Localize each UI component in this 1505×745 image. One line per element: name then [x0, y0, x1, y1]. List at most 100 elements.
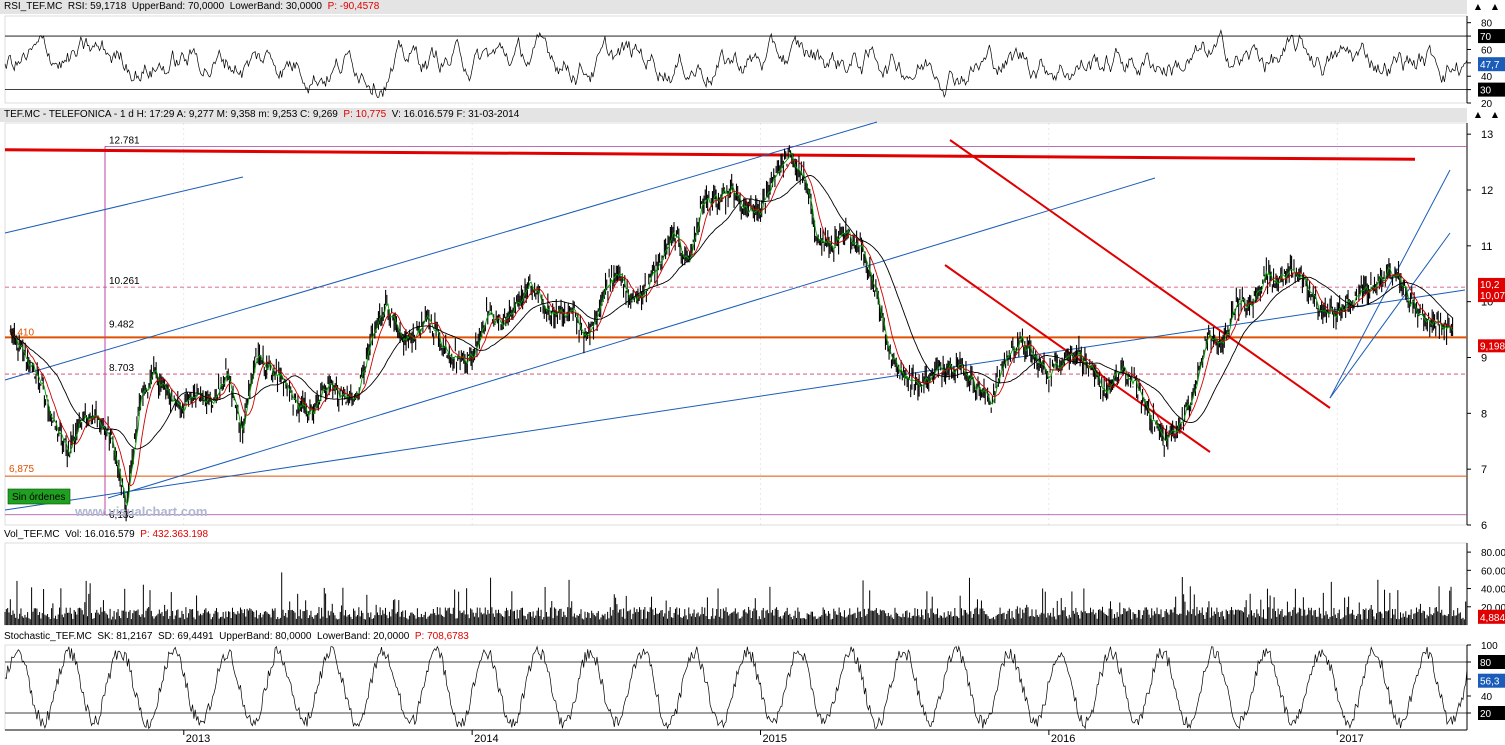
blue-trendline-4 [4, 289, 1466, 511]
stochastic-ytick-40: 40 [1481, 692, 1493, 703]
ma-short-line [10, 152, 1454, 507]
price-ytick-13: 13 [1481, 129, 1493, 141]
volume-frame [4, 542, 1468, 626]
blue-trendline-6 [1329, 232, 1451, 399]
volume-badge [1478, 609, 1505, 624]
stochastic-lower: LowerBand: 20,0000 [317, 631, 410, 642]
sin-ordenes-tag-bg [7, 488, 71, 505]
price-bars [10, 145, 1454, 522]
blue-trendline-1 [4, 176, 244, 234]
volume-ticker: Vol_TEF.MC [4, 529, 60, 540]
stochastic-upper: UpperBand: 80,0000 [219, 631, 312, 642]
stochastic-ticker: Stochastic_TEF.MC [4, 631, 92, 642]
rsi-ytick-20: 20 [1481, 99, 1493, 110]
rsi-badge-label-1: 47,7 [1480, 60, 1500, 71]
level-label-6183: 6,183 [109, 510, 134, 521]
level-label-8703: 8.703 [109, 363, 134, 374]
blue-trendline-3 [107, 177, 1156, 499]
price-badge-label-1: 10,07 [1480, 291, 1505, 302]
chevron-up-icon[interactable]: ▲ [1474, 110, 1482, 119]
volume-ytick-2: 60.00 [1481, 566, 1505, 577]
volume-ytick-0: 20.00 [1481, 603, 1505, 614]
price-header-bar: TEF.MC - TELEFONICA - 1 d H: 17:29 A: 9,… [0, 108, 1467, 122]
price-ytick-11: 11 [1481, 241, 1492, 253]
volume-ytick-1: 40.00 [1481, 585, 1505, 596]
rsi-badge-2 [1478, 82, 1505, 97]
scroll-up-icon-2[interactable]: ▲ [1491, 2, 1499, 11]
rsi-value: RSI: 59,1718 [67, 1, 127, 12]
stochastic-frame [4, 644, 1468, 731]
level-label-9482: 9.482 [109, 320, 134, 331]
price-badge-1 [1478, 289, 1505, 303]
rsi-badge-1 [1478, 57, 1505, 72]
price-ytick-8: 8 [1481, 408, 1487, 420]
ma-long-line [10, 175, 1453, 450]
rsi-badge-label-0: 70 [1480, 32, 1492, 43]
price-header-main: TEF.MC - TELEFONICA - 1 d H: 17:29 A: 9,… [4, 109, 338, 120]
x-tick-2017: 2017 [1339, 733, 1363, 745]
price-badge-0 [1478, 277, 1505, 291]
blue-trendline-5 [1329, 169, 1451, 399]
red-downtrend-upper [949, 139, 1331, 409]
price-ytick-12: 12 [1481, 185, 1493, 197]
level-label-12781: 12.781 [109, 135, 140, 146]
price-p: P: 10,775 [343, 109, 387, 120]
x-tick-2013: 2013 [186, 733, 210, 745]
rsi-upper: UpperBand: 70,0000 [131, 1, 225, 12]
stochastic-ytick-100: 100 [1481, 641, 1498, 652]
ma-mid-line [10, 159, 1453, 487]
level-label-6875: 6,875 [9, 464, 34, 475]
rsi-ytick-40: 40 [1481, 72, 1493, 83]
price-badge-label-0: 10,2 [1480, 280, 1500, 291]
stochastic-sd: SD: 69,4491 [157, 631, 214, 642]
volume-bars [4, 572, 1468, 625]
chevron-up-icon-2[interactable]: ▲ [1491, 110, 1499, 119]
volume-p: P: 432.363.198 [140, 529, 209, 540]
rsi-badge-label-2: 30 [1480, 86, 1492, 97]
scroll-up-icon[interactable]: ▲ [1474, 2, 1482, 11]
stochastic-line [4, 645, 1468, 730]
stochastic-header-bar: Stochastic_TEF.MC SK: 81,2167 SD: 69,449… [0, 630, 1467, 644]
rsi-p: P: -90,4578 [327, 1, 380, 12]
blue-trendline-2 [4, 121, 878, 381]
price-badge-label-2: 9,198 [1480, 341, 1505, 352]
stochastic-sk: SK: 81,2167 [97, 631, 153, 642]
price-header-tail: V: 16.016.579 F: 31-03-2014 [391, 109, 520, 120]
rsi-header-bar: RSI_TEF.MC RSI: 59,1718 UpperBand: 70,00… [0, 0, 1467, 14]
stochastic-badge-2 [1478, 706, 1505, 720]
stochastic-badge-1 [1478, 673, 1505, 688]
volume-value: Vol: 16.016.579 [65, 529, 135, 540]
stochastic-badge-label-1: 56,3 [1480, 677, 1500, 688]
rsi-badge-0 [1478, 29, 1505, 44]
price-ytick-6: 6 [1481, 520, 1487, 532]
stochastic-badge-label-2: 20 [1480, 709, 1492, 720]
watermark: www.visualchart.com [74, 504, 207, 519]
price-ytick-7: 7 [1481, 464, 1487, 476]
stochastic-p: P: 708,6783 [414, 631, 469, 642]
price-ytick-9: 9 [1481, 353, 1487, 365]
volume-header: Vol_TEF.MC Vol: 16.016.579 P: 432.363.19… [4, 528, 208, 542]
price-frame [4, 122, 1468, 526]
rsi-ytick-80: 80 [1481, 19, 1493, 30]
x-axis-ticks: 2013 2014 2015 2016 2017 [186, 733, 1364, 745]
level-label-10261: 10.261 [109, 276, 140, 287]
x-tick-2015: 2015 [763, 733, 787, 745]
x-tick-2014: 2014 [474, 733, 498, 745]
rsi-header: RSI_TEF.MC RSI: 59,1718 UpperBand: 70,00… [4, 0, 379, 14]
stochastic-badge-label-0: 80 [1480, 658, 1492, 669]
rsi-line [4, 29, 1468, 98]
volume-ytick-3: 80.00 [1481, 548, 1505, 559]
level-label-9410: 9,410 [9, 328, 34, 339]
price-header: TEF.MC - TELEFONICA - 1 d H: 17:29 A: 9,… [4, 108, 519, 122]
sin-ordenes-tag: Sin órdenes [12, 492, 65, 503]
volume-header-bar: Vol_TEF.MC Vol: 16.016.579 P: 432.363.19… [0, 528, 1467, 542]
volume-badge-label: 4,884 [1480, 613, 1505, 624]
rsi-ytick-60: 60 [1481, 45, 1493, 56]
stochastic-badge-0 [1478, 655, 1505, 669]
rsi-ticker: RSI_TEF.MC [4, 1, 63, 12]
price-badge-2 [1478, 339, 1505, 353]
x-tick-2016: 2016 [1051, 733, 1075, 745]
red-resistance-line [4, 148, 1416, 161]
